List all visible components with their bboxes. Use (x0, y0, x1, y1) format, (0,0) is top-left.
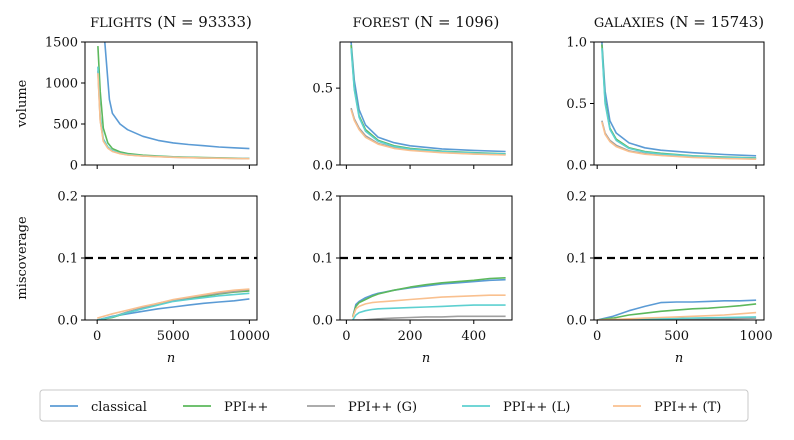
y-tick-label: 0 (70, 159, 78, 174)
y-tick-label: 0.1 (566, 252, 587, 267)
series-line-ppi_l (601, 48, 757, 159)
series-line-classical (104, 42, 250, 150)
y-tick-label: 1000 (45, 77, 78, 92)
panel-title: FOREST (N = 1096) (353, 13, 500, 31)
y-tick-label: 1.0 (566, 36, 587, 51)
legend-label-classical: classical (91, 400, 147, 415)
series-line-ppi (351, 277, 506, 318)
series-line-ppi_t (351, 294, 506, 318)
series-line-ppi_t (601, 121, 757, 160)
y-tick-label: 0.2 (566, 190, 587, 205)
legend-label-ppi_t: PPI++ (T) (654, 400, 721, 415)
x-tick-label: 400 (461, 329, 486, 344)
panel-volume-1: 0.0 0.5 FOREST (N = 1096) (312, 13, 513, 174)
x-tick-label: 0 (342, 329, 350, 344)
y-tick-label: 0.0 (57, 314, 78, 329)
legend-box (39, 389, 749, 422)
series-line-ppi_l (97, 66, 250, 160)
series-line-ppi_g (597, 317, 757, 320)
series-line-ppi (597, 303, 757, 320)
axes-frame (84, 41, 258, 166)
panel-volume-2: 0.0 0.5 1.0 GALAXIES (N = 15743) (566, 13, 765, 174)
series-line-ppi_l (97, 292, 250, 320)
y-tick-label: 500 (53, 118, 78, 133)
panel-miscoverage-2: 0.0 0.1 0.2 0 500 1000 n (566, 190, 772, 367)
legend-label-ppi_l: PPI++ (L) (503, 400, 570, 415)
x-tick-label: 10000 (229, 329, 270, 344)
y-tick-label: 0.5 (566, 97, 587, 112)
series-line-classical (601, 42, 757, 157)
y-tick-label: 0.5 (312, 82, 333, 97)
series-line-ppi_l (352, 304, 506, 320)
legend-label-ppi: PPI++ (224, 400, 268, 415)
panel-volume-0: 0 500 1000 1500 FLIGHTS (N = 93333) volume (15, 13, 258, 174)
legend: classical PPI++ PPI++ (G) PPI++ (L) PPI++ (T… (39, 389, 749, 422)
y-axis-label: volume (15, 79, 30, 128)
series-line-ppi_t (97, 73, 250, 160)
y-tick-label: 0.2 (312, 190, 333, 205)
series-line-classical (597, 299, 757, 320)
series-line-ppi_t (96, 288, 250, 319)
y-axis-label: miscoverage (15, 216, 30, 300)
y-tick-label: 0.2 (57, 190, 78, 205)
x-tick-label: 200 (398, 329, 423, 344)
y-tick-label: 0.0 (566, 314, 587, 329)
series-line-ppi_t (350, 109, 506, 156)
series-line-ppi_t (597, 311, 757, 320)
x-tick-label: 1000 (740, 329, 773, 344)
y-tick-label: 0.0 (312, 159, 333, 174)
x-tick-label: 500 (664, 329, 689, 344)
series-line-ppi_g (97, 70, 250, 160)
y-tick-label: 1500 (45, 36, 78, 51)
panel-miscoverage-0: 0.0 0.1 0.2 0 5000 10000 miscoverage n (15, 190, 270, 367)
series-line-ppi_g (352, 315, 506, 320)
x-tick-label: 5000 (157, 329, 190, 344)
series-line-ppi (601, 44, 757, 159)
x-axis-label: n (422, 351, 430, 366)
y-tick-label: 0.1 (57, 252, 78, 267)
series-line-ppi (97, 46, 250, 160)
y-tick-label: 0.0 (566, 159, 587, 174)
panel-miscoverage-1: 0.0 0.1 0.2 0 200 400 n (312, 190, 513, 366)
series-line-ppi_l (350, 48, 506, 155)
x-axis-label: n (675, 351, 683, 366)
x-axis-label: n (167, 351, 175, 366)
y-tick-label: 0.1 (312, 252, 333, 267)
axes-frame (339, 41, 513, 166)
panel-title: FLIGHTS (N = 93333) (90, 13, 252, 31)
panel-title: GALAXIES (N = 15743) (594, 13, 764, 31)
legend-label-ppi_g: PPI++ (G) (348, 400, 417, 415)
x-tick-label: 0 (593, 329, 601, 344)
x-tick-label: 0 (93, 329, 101, 344)
y-tick-label: 0.0 (312, 314, 333, 329)
series-line-classical (350, 42, 506, 153)
